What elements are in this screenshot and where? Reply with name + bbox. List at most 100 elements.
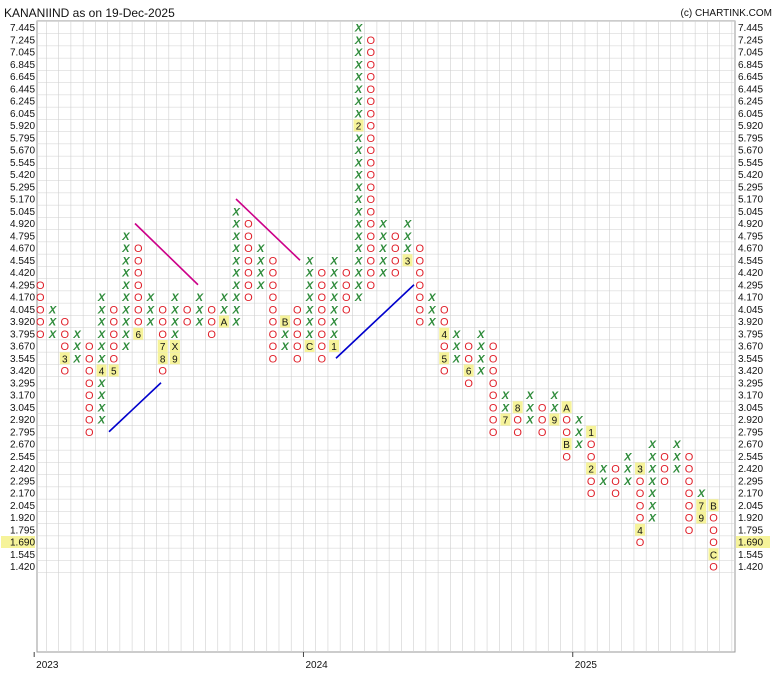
o-mark: O	[685, 525, 694, 537]
o-mark: O	[366, 59, 375, 71]
price-label: 2.670	[738, 440, 763, 451]
x-mark: X	[170, 317, 179, 329]
x-mark: X	[476, 341, 485, 353]
month-box	[108, 364, 119, 377]
o-mark: O	[366, 145, 375, 157]
price-label: 1.690	[10, 538, 35, 549]
price-label: 1.690	[738, 538, 763, 549]
x-mark: X	[231, 255, 240, 267]
o-mark: O	[685, 464, 694, 476]
o-mark: O	[366, 35, 375, 47]
month-marker: 4	[99, 367, 105, 378]
x-mark: X	[403, 219, 412, 231]
x-mark: X	[305, 304, 314, 316]
month-box	[512, 401, 523, 414]
price-label: 3.670	[10, 342, 35, 353]
x-mark: X	[146, 317, 155, 329]
month-marker: X	[172, 342, 179, 353]
o-mark: O	[318, 268, 327, 280]
x-mark: X	[452, 341, 461, 353]
price-label: 7.445	[738, 23, 763, 34]
o-mark: O	[293, 304, 302, 316]
o-mark: O	[342, 268, 351, 280]
o-mark: O	[366, 255, 375, 267]
o-mark: O	[391, 268, 400, 280]
price-label: 1.420	[10, 562, 35, 573]
o-mark: O	[366, 194, 375, 206]
o-mark: O	[109, 317, 118, 329]
o-mark: O	[415, 255, 424, 267]
price-label: 2.420	[738, 464, 763, 475]
x-mark: X	[354, 231, 363, 243]
x-mark: X	[231, 280, 240, 292]
x-mark: X	[170, 329, 179, 341]
trendline	[235, 198, 301, 261]
x-mark: X	[648, 476, 657, 488]
month-marker: 3	[405, 256, 411, 267]
x-mark: X	[354, 219, 363, 231]
o-mark: O	[183, 304, 192, 316]
price-label: 2.545	[738, 452, 763, 463]
x-mark: X	[672, 439, 681, 451]
x-mark: X	[329, 280, 338, 292]
price-label: 2.295	[738, 476, 763, 487]
o-mark: O	[134, 292, 143, 304]
month-box	[157, 352, 168, 365]
x-mark: X	[574, 415, 583, 427]
month-marker: 1	[588, 428, 594, 439]
o-mark: O	[513, 415, 522, 427]
price-label: 5.920	[10, 121, 35, 132]
o-mark: O	[366, 219, 375, 231]
x-mark: X	[648, 488, 657, 500]
plot-area	[36, 20, 736, 653]
o-mark: O	[293, 317, 302, 329]
month-box	[635, 462, 646, 475]
month-marker: A	[563, 403, 570, 414]
o-mark: O	[464, 341, 473, 353]
x-mark: X	[231, 304, 240, 316]
month-marker: B	[710, 501, 717, 512]
price-label: 5.170	[738, 195, 763, 206]
o-mark: O	[440, 317, 449, 329]
price-label: 1.795	[738, 525, 763, 536]
o-mark: O	[709, 513, 718, 525]
month-marker: 9	[698, 514, 704, 525]
o-mark: O	[318, 341, 327, 353]
x-mark: X	[574, 439, 583, 451]
price-label: 6.845	[738, 60, 763, 71]
x-mark: X	[648, 451, 657, 463]
x-mark: X	[623, 451, 632, 463]
x-mark: X	[329, 317, 338, 329]
o-mark: O	[464, 353, 473, 365]
x-mark: X	[256, 268, 265, 280]
x-mark: X	[378, 243, 387, 255]
o-mark: O	[391, 231, 400, 243]
price-label: 5.670	[738, 146, 763, 157]
o-mark: O	[562, 415, 571, 427]
price-label: 1.920	[738, 513, 763, 524]
price-label: 5.670	[10, 146, 35, 157]
price-label: 3.670	[738, 342, 763, 353]
price-label: 3.295	[738, 378, 763, 389]
x-mark: X	[354, 72, 363, 84]
price-label: 3.420	[10, 366, 35, 377]
o-mark: O	[366, 280, 375, 292]
price-label: 1.420	[738, 562, 763, 573]
o-mark: O	[366, 108, 375, 120]
o-mark: O	[269, 329, 278, 341]
x-mark: X	[305, 292, 314, 304]
month-box	[561, 401, 572, 414]
year-label: 2025	[575, 660, 598, 671]
x-mark: X	[574, 427, 583, 439]
x-mark: X	[97, 304, 106, 316]
o-mark: O	[85, 341, 94, 353]
o-mark: O	[244, 231, 253, 243]
price-label: 2.795	[10, 427, 35, 438]
o-mark: O	[109, 341, 118, 353]
o-mark: O	[685, 451, 694, 463]
last-price-box-left	[1, 536, 35, 548]
x-mark: X	[195, 304, 204, 316]
o-mark: O	[244, 255, 253, 267]
x-mark: X	[599, 464, 608, 476]
price-label: 3.545	[10, 354, 35, 365]
